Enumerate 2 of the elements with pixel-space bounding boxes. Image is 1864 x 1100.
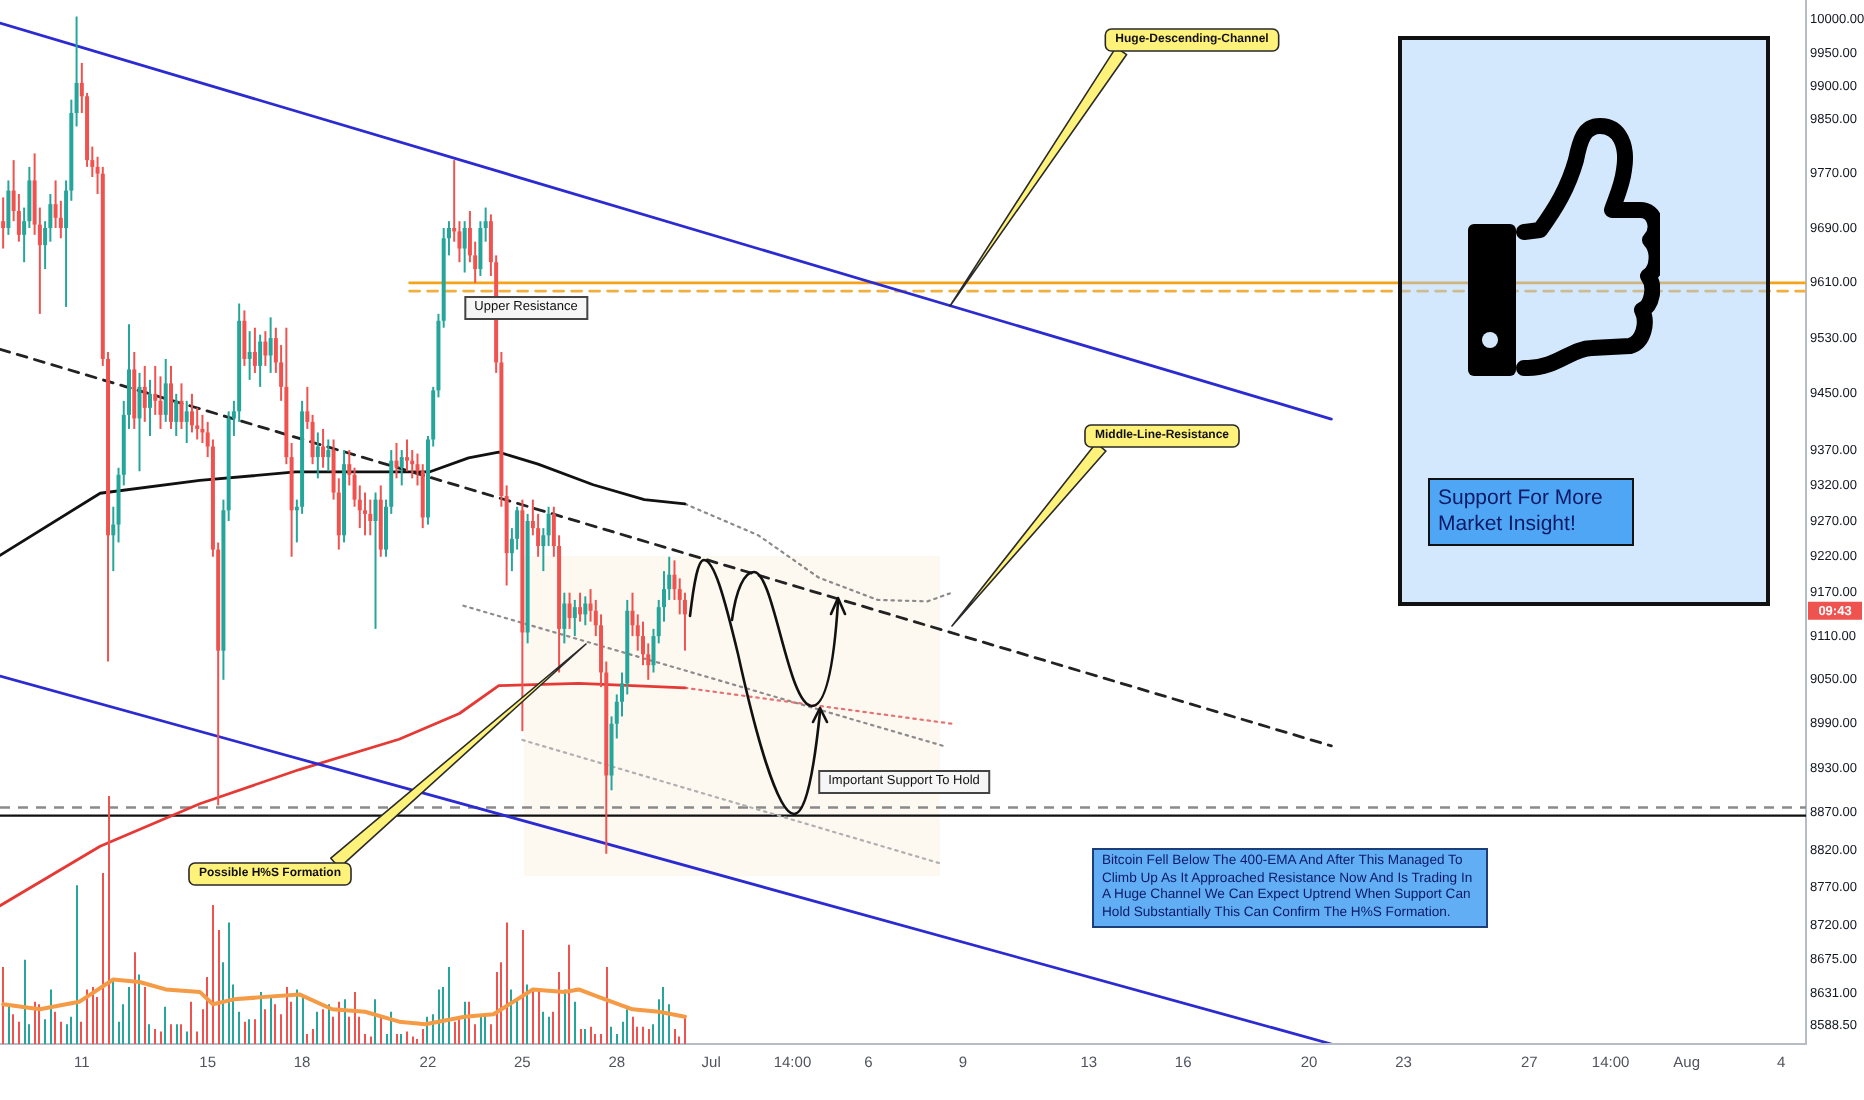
annotation: Support For More Market Insight! xyxy=(1428,478,1634,546)
info-panel: Support For More Market Insight! xyxy=(1398,36,1770,606)
